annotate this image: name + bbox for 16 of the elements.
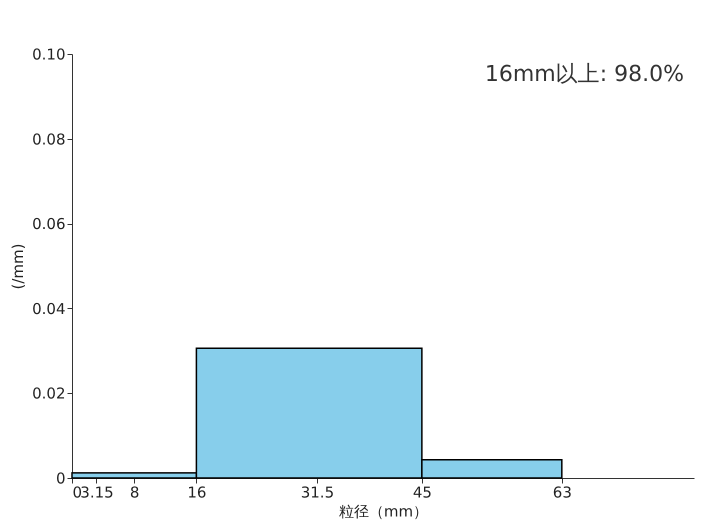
x-tick-label: 45 — [412, 484, 432, 502]
y-tick-label: 0.02 — [32, 384, 66, 403]
y-tick-label: 0.08 — [32, 130, 66, 148]
y-axis-title: (/mm) — [9, 244, 28, 290]
x-tick-label: 3.15 — [80, 484, 114, 502]
x-tick-label: 31.5 — [300, 484, 334, 502]
annotation: 16mm以上: 98.0% — [484, 62, 684, 87]
y-tick-label: 0.06 — [32, 215, 66, 234]
x-tick-label: 16 — [187, 484, 206, 502]
x-tick-label: 63 — [552, 484, 572, 502]
y-tick-label: 0.10 — [32, 46, 66, 64]
x-tick-label: 8 — [130, 484, 140, 502]
x-axis-title: 粒径（mm） — [338, 502, 428, 520]
x-tick-label: 0 — [72, 484, 82, 502]
y-tick-label: 0.04 — [32, 300, 66, 318]
y-tick-label: 0 — [56, 470, 66, 488]
